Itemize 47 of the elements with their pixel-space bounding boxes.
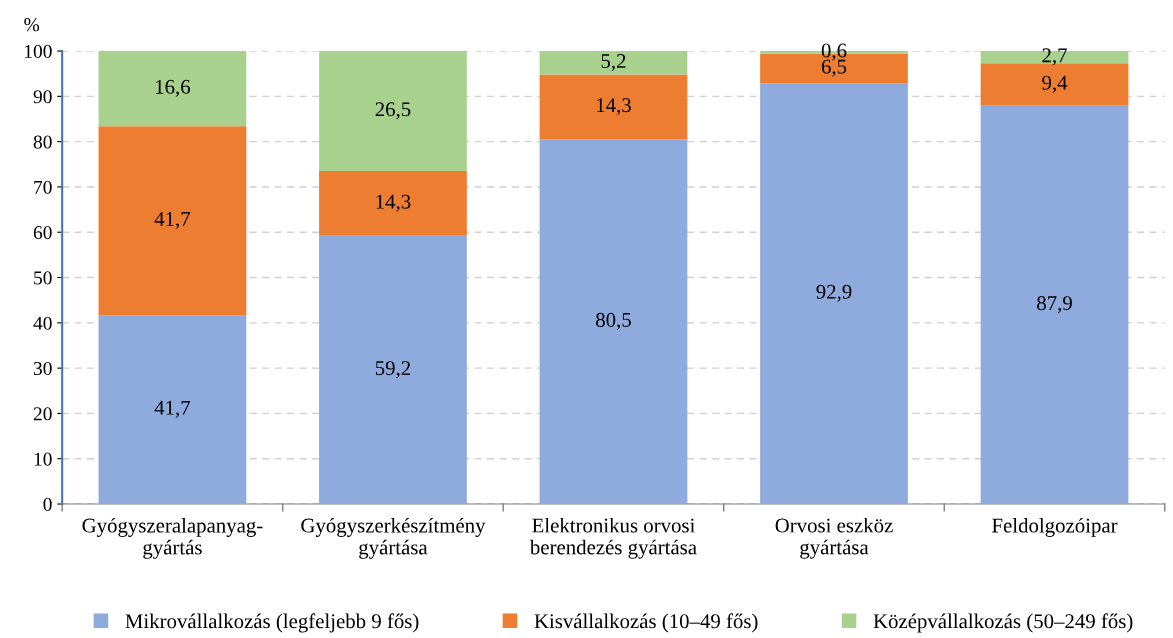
bar xyxy=(319,51,467,172)
data-label: 2,7 xyxy=(1042,48,1067,66)
legend-label: Mikrovállalkozás (legfeljebb 9 fős) xyxy=(125,613,419,633)
bar xyxy=(98,126,247,316)
data-label: 6,5 xyxy=(821,59,847,77)
bar xyxy=(760,83,908,505)
x-tick-label: Elektronikus orvosi berendezés gyártása xyxy=(529,517,697,559)
bar xyxy=(98,315,247,505)
data-label: 26,5 xyxy=(375,102,411,120)
data-label: 5,2 xyxy=(601,54,626,72)
bar xyxy=(980,105,1129,505)
data-label: 92,9 xyxy=(816,284,852,302)
bar xyxy=(539,51,688,75)
data-label: 41,7 xyxy=(154,211,191,229)
data-label: 16,6 xyxy=(156,79,191,97)
y-tick-label: 0 xyxy=(43,497,52,511)
data-label: 14,3 xyxy=(376,194,411,212)
data-label: 41,7 xyxy=(154,400,191,418)
x-tick-label: Orvosi eszköz gyártása xyxy=(775,517,893,559)
y-tick-label: 50 xyxy=(34,271,52,285)
data-label: 59,2 xyxy=(375,361,411,379)
legend-label: Kisvállalkozás (10–49 fős) xyxy=(534,613,758,633)
bar xyxy=(980,63,1129,106)
bar xyxy=(319,235,467,505)
data-label: 9,4 xyxy=(1042,75,1068,93)
data-label: 80,5 xyxy=(596,312,631,330)
x-tick-label: Gyógyszeralapanyag- gyártás xyxy=(82,517,263,559)
y-tick-label: 90 xyxy=(33,90,52,104)
bar xyxy=(98,51,247,127)
y-tick-label: 20 xyxy=(33,407,52,421)
bar xyxy=(539,139,688,505)
y-tick-label: 40 xyxy=(33,316,52,330)
y-tick-label: 100 xyxy=(24,44,52,58)
bar xyxy=(319,171,467,236)
x-tick-label: Feldolgozóipar xyxy=(992,517,1118,537)
x-tick-label: Gyógyszerkészítmény gyártása xyxy=(301,517,486,559)
data-label: 14,3 xyxy=(597,98,631,116)
y-tick-label: 60 xyxy=(33,226,52,240)
y-tick-label: 70 xyxy=(34,180,52,194)
data-label: 0,6 xyxy=(821,43,847,61)
y-tick-label: 30 xyxy=(33,361,52,376)
bar xyxy=(539,74,688,140)
data-label: 87,9 xyxy=(1037,296,1072,314)
y-tick-label: 10 xyxy=(34,452,52,466)
y-tick-label: 80 xyxy=(33,135,52,149)
y-axis-title: % xyxy=(24,18,40,32)
legend-label: Középvállalkozás (50–249 fős) xyxy=(873,613,1133,633)
